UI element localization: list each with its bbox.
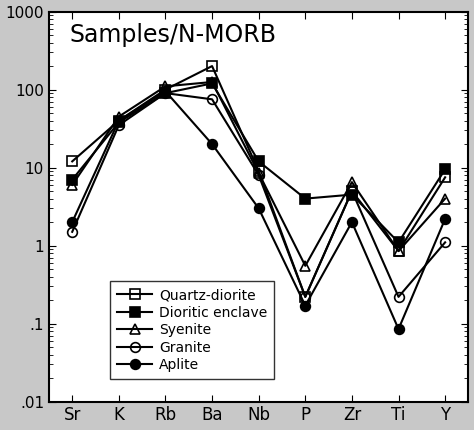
Dioritic enclave — [163, 91, 168, 96]
Granite — [69, 229, 75, 234]
Quartz-diorite — [163, 87, 168, 92]
Quartz-diorite — [302, 294, 308, 299]
Quartz-diorite — [256, 169, 262, 174]
Line: Aplite: Aplite — [67, 86, 450, 334]
Granite — [396, 294, 401, 299]
Dioritic enclave — [302, 196, 308, 201]
Syenite — [116, 114, 122, 119]
Syenite — [209, 80, 215, 85]
Quartz-diorite — [396, 249, 401, 254]
Syenite — [69, 182, 75, 187]
Aplite — [396, 326, 401, 332]
Quartz-diorite — [116, 118, 122, 123]
Aplite — [302, 303, 308, 308]
Aplite — [256, 206, 262, 211]
Line: Granite: Granite — [67, 88, 450, 302]
Syenite — [256, 170, 262, 175]
Line: Quartz-diorite: Quartz-diorite — [67, 61, 450, 302]
Aplite — [69, 219, 75, 224]
Text: Samples/N-MORB: Samples/N-MORB — [70, 23, 277, 47]
Legend: Quartz-diorite, Dioritic enclave, Syenite, Granite, Aplite: Quartz-diorite, Dioritic enclave, Syenit… — [110, 281, 274, 379]
Aplite — [163, 89, 168, 94]
Granite — [302, 294, 308, 299]
Granite — [116, 123, 122, 128]
Dioritic enclave — [442, 167, 448, 172]
Quartz-diorite — [209, 64, 215, 69]
Aplite — [349, 219, 355, 224]
Dioritic enclave — [209, 81, 215, 86]
Quartz-diorite — [349, 188, 355, 194]
Dioritic enclave — [349, 192, 355, 197]
Dioritic enclave — [256, 159, 262, 164]
Line: Syenite: Syenite — [67, 77, 450, 271]
Aplite — [116, 118, 122, 123]
Quartz-diorite — [442, 175, 448, 180]
Aplite — [209, 141, 215, 147]
Granite — [349, 188, 355, 194]
Dioritic enclave — [116, 120, 122, 125]
Granite — [209, 97, 215, 102]
Dioritic enclave — [396, 240, 401, 245]
Syenite — [396, 249, 401, 254]
Syenite — [349, 180, 355, 185]
Dioritic enclave — [69, 177, 75, 182]
Syenite — [302, 263, 308, 268]
Line: Dioritic enclave: Dioritic enclave — [67, 79, 450, 247]
Quartz-diorite — [69, 159, 75, 164]
Aplite — [442, 216, 448, 221]
Syenite — [442, 196, 448, 201]
Granite — [163, 91, 168, 96]
Granite — [256, 172, 262, 178]
Syenite — [163, 84, 168, 89]
Granite — [442, 240, 448, 245]
